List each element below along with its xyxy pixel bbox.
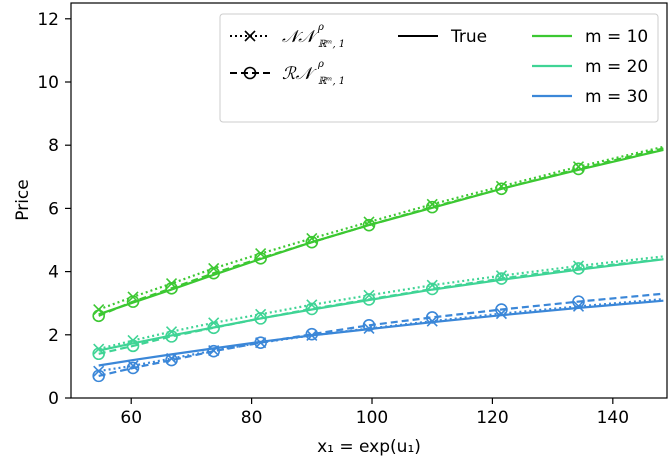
y-tick-label: 12 <box>37 10 59 30</box>
y-tick-label: 0 <box>48 389 59 409</box>
circle-marker <box>92 347 105 361</box>
circle-marker <box>207 266 220 280</box>
circle-marker <box>92 369 105 383</box>
x-tick-label: 80 <box>241 408 263 428</box>
circle-marker <box>495 303 508 316</box>
cross-marker <box>363 216 375 228</box>
legend-m10-label: m = 10 <box>585 27 648 47</box>
cross-marker-icon <box>244 30 256 42</box>
circle-marker <box>254 336 267 350</box>
circle-marker <box>362 218 376 232</box>
y-tick-label: 8 <box>48 136 59 156</box>
series-line-nn-m20 <box>98 255 664 351</box>
circle-marker <box>572 262 585 275</box>
circle-marker <box>362 293 376 306</box>
circle-marker <box>362 319 376 332</box>
circle-marker <box>254 252 267 265</box>
circle-marker <box>207 344 220 358</box>
cross-marker <box>93 303 105 316</box>
circle-marker <box>165 353 178 367</box>
legend-entry-m20: m = 20 <box>532 57 648 77</box>
legend-rn-label: ℛ𝒩 <box>282 64 318 84</box>
circle-marker <box>126 339 140 353</box>
circle-marker <box>305 327 319 341</box>
series-line-true-m20 <box>98 258 664 352</box>
circle-marker <box>305 302 319 316</box>
y-tick-label: 6 <box>48 199 59 219</box>
legend-entry-m10: m = 10 <box>532 27 648 47</box>
y-axis-ticks: 0 2 4 6 8 10 12 <box>37 10 71 409</box>
circle-marker <box>305 235 319 249</box>
y-tick-label: 4 <box>48 263 59 283</box>
circle-marker <box>495 272 508 285</box>
circle-marker <box>207 321 220 335</box>
circle-marker <box>425 200 439 214</box>
legend-true-label: True <box>450 27 487 47</box>
circle-marker <box>165 282 178 295</box>
circle-marker <box>425 282 439 296</box>
cross-marker <box>306 232 318 244</box>
circle-marker <box>572 162 585 176</box>
x-axis-label: x₁ = exp(u₁) <box>317 437 421 457</box>
x-tick-label: 140 <box>597 408 629 428</box>
circle-marker <box>425 311 439 324</box>
legend-rn-sup: ρ <box>317 59 324 70</box>
y-tick-label: 10 <box>37 73 59 93</box>
legend-entry-nn: 𝒩𝒩 ρ ℝᵐ, 1 <box>230 22 345 50</box>
y-tick-label: 2 <box>48 326 59 346</box>
circle-marker <box>92 309 105 323</box>
series-line-rn-m30 <box>98 292 664 377</box>
circle-marker <box>126 295 140 308</box>
x-tick-label: 60 <box>120 408 142 428</box>
circle-marker <box>495 182 508 196</box>
plot-frame <box>70 2 668 399</box>
circle-marker-icon <box>243 66 257 80</box>
legend-entry-rn: ℛ𝒩 ρ ℝᵐ, 1 <box>230 59 345 87</box>
x-tick-label: 100 <box>356 408 388 428</box>
legend: 𝒩𝒩 ρ ℝᵐ, 1 ℛ𝒩 ρ ℝᵐ, 1 True m = 10 m = 20 <box>219 13 659 123</box>
legend-entry-m30: m = 30 <box>532 87 648 107</box>
circle-marker <box>165 330 178 343</box>
series-layer <box>92 145 664 383</box>
legend-m20-label: m = 20 <box>585 57 648 77</box>
cross-marker <box>127 360 139 372</box>
legend-entry-true: True <box>398 27 487 47</box>
circle-marker <box>254 312 267 325</box>
y-axis-label: Price <box>13 179 33 220</box>
series-line-rn-m10 <box>98 147 664 317</box>
legend-nn-sub: ℝᵐ, 1 <box>318 39 345 50</box>
circle-marker <box>126 361 140 375</box>
cross-marker <box>495 308 508 320</box>
legend-nn-label: 𝒩𝒩 <box>282 27 320 47</box>
legend-rn-sub: ℝᵐ, 1 <box>318 76 345 87</box>
legend-nn-sup: ρ <box>317 22 324 33</box>
circle-marker <box>572 295 585 308</box>
series-line-rn-m20 <box>98 257 664 355</box>
x-axis-ticks: 60 80 100 120 140 <box>120 398 629 428</box>
legend-m30-label: m = 30 <box>585 87 648 107</box>
x-tick-label: 120 <box>476 408 508 428</box>
